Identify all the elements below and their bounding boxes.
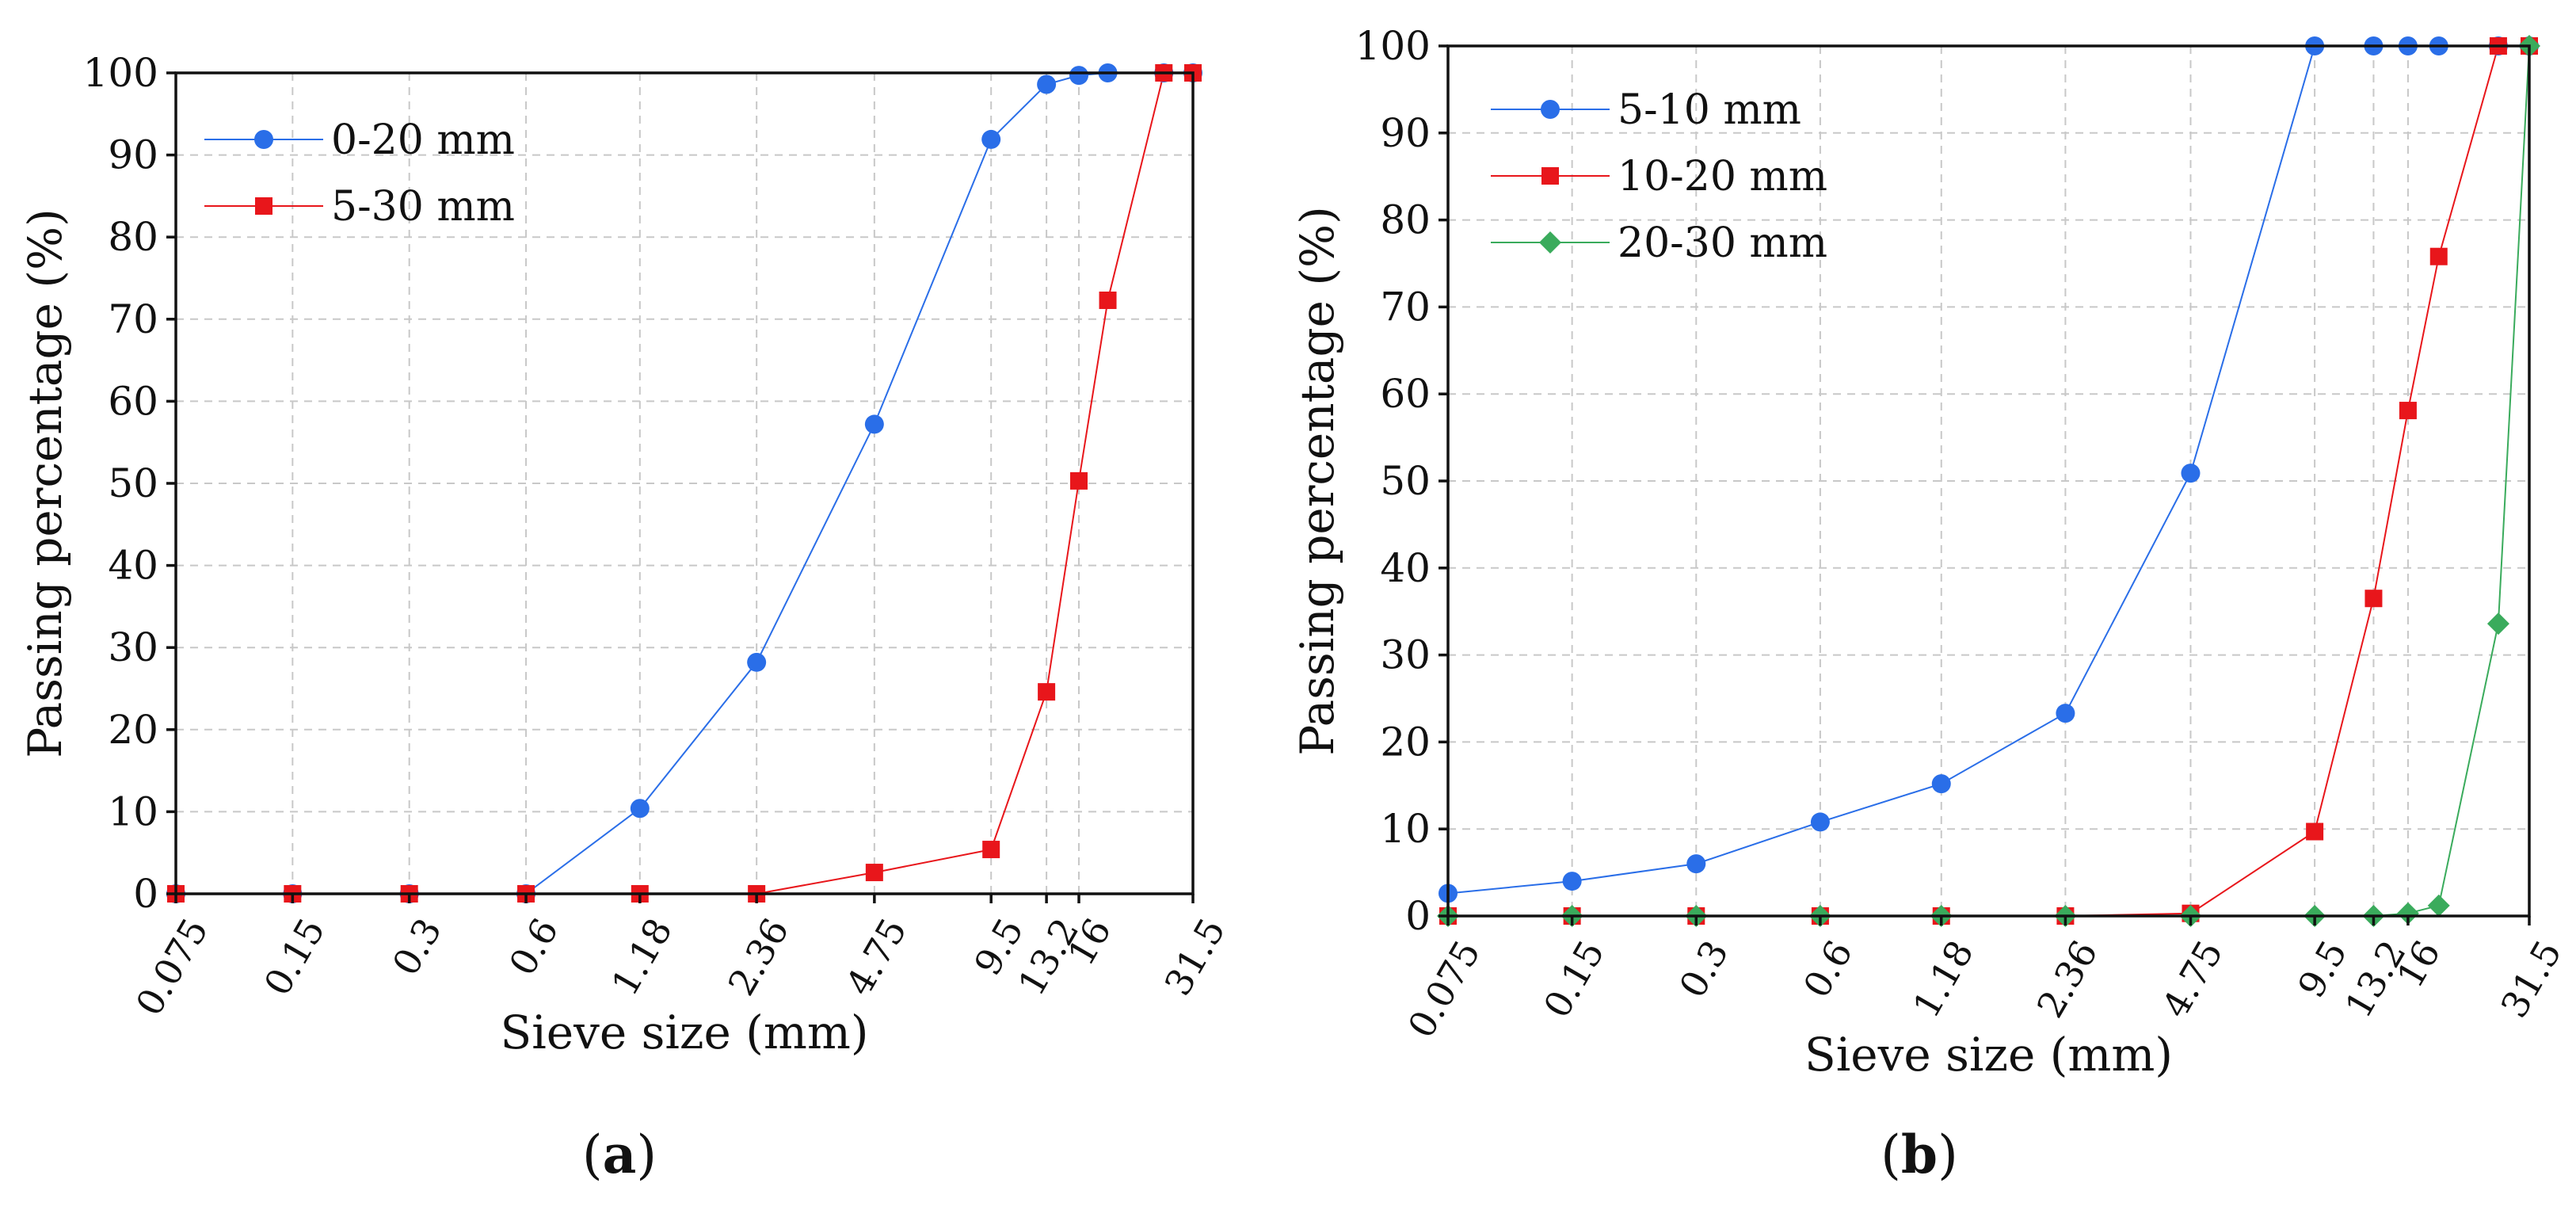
y-tick-label: 30 <box>1380 632 1431 678</box>
x-tick-label: 0.075 <box>1400 933 1489 1045</box>
data-point <box>1037 74 1057 94</box>
y-tick-label: 100 <box>83 50 158 96</box>
data-point <box>2486 613 2509 635</box>
x-tick-label: 0.075 <box>128 911 217 1023</box>
data-point <box>1099 291 1117 309</box>
x-tick-label: 0.15 <box>1535 933 1613 1025</box>
y-tick-label: 90 <box>1380 110 1431 156</box>
x-axis-title: Sieve size (mm) <box>500 1006 868 1059</box>
y-tick-label: 40 <box>1380 545 1431 591</box>
y-tick-label: 80 <box>108 214 158 260</box>
data-point <box>2056 704 2075 723</box>
legend-item: 5-10 mm <box>1491 86 1801 134</box>
legend-label: 5-10 mm <box>1618 86 1801 134</box>
x-tick-label: 0.6 <box>501 911 566 983</box>
legend-item: 10-20 mm <box>1491 153 1827 200</box>
x-tick-label: 2.36 <box>2029 933 2106 1025</box>
legend-item: 0-20 mm <box>204 116 515 164</box>
legend-item: 20-30 mm <box>1491 219 1827 267</box>
x-tick-label: 1.18 <box>1904 933 1982 1025</box>
legend-label: 0-20 mm <box>331 116 515 164</box>
legend-label: 10-20 mm <box>1618 153 1827 200</box>
data-point <box>1810 812 1830 832</box>
legend-marker <box>1541 167 1559 185</box>
x-tick-label: 31.5 <box>1156 911 1233 1003</box>
y-tick-label: 60 <box>1380 371 1431 417</box>
data-point <box>2427 894 2450 917</box>
x-tick-label: 31.5 <box>2492 933 2570 1025</box>
data-point <box>2306 822 2324 841</box>
y-tick-label: 40 <box>108 543 158 589</box>
series-line-1 <box>1447 45 2529 895</box>
data-point <box>1686 854 1706 874</box>
x-tick-label: 2.36 <box>719 911 797 1003</box>
x-tick-label: 0.3 <box>1671 933 1736 1005</box>
legend-marker <box>254 130 273 149</box>
y-tick-label: 70 <box>1380 284 1431 330</box>
series-line-2 <box>176 72 1193 895</box>
data-point <box>2181 464 2201 483</box>
data-point <box>865 864 883 882</box>
y-tick-label: 80 <box>1380 197 1431 243</box>
x-tick-label: 1.18 <box>603 911 680 1003</box>
panel-label: (b) <box>1881 1124 1958 1185</box>
y-tick-label: 0 <box>1405 893 1431 939</box>
data-point <box>982 841 1000 859</box>
y-tick-label: 20 <box>1380 719 1431 765</box>
x-tick-label: 4.75 <box>2154 933 2231 1025</box>
y-tick-label: 50 <box>108 460 158 506</box>
x-tick-label: 4.75 <box>837 911 915 1003</box>
y-tick-label: 20 <box>108 707 158 753</box>
legend-item: 5-30 mm <box>204 183 515 231</box>
data-point <box>630 799 650 819</box>
data-point <box>864 414 884 434</box>
x-tick-label: 0.3 <box>384 911 450 983</box>
data-point <box>1931 774 1951 794</box>
x-tick-label: 16 <box>2388 933 2448 995</box>
data-point <box>1070 471 1088 490</box>
y-tick-label: 100 <box>1355 23 1431 69</box>
x-tick-label: 0.15 <box>256 911 333 1003</box>
legend-label: 5-30 mm <box>331 183 515 231</box>
plot-frame <box>174 71 1195 895</box>
panel-a: 0 10 20 30 40 50 60 70 80 90 100 0.075 0.15 0.3 0.6 1.1… <box>18 50 1233 1185</box>
data-point <box>747 652 767 672</box>
series-line-1 <box>176 72 1193 895</box>
legend-marker <box>1541 100 1560 119</box>
y-tick-label: 50 <box>1380 458 1431 504</box>
panel-label: (a) <box>582 1124 657 1185</box>
y-tick-label: 30 <box>108 624 158 670</box>
data-point <box>2396 902 2419 925</box>
y-tick-label: 70 <box>108 296 158 342</box>
data-point <box>2365 590 2383 608</box>
data-point <box>1562 872 1582 891</box>
legend-marker <box>255 197 272 215</box>
x-axis-title: Sieve size (mm) <box>1804 1028 2173 1082</box>
data-point <box>2429 247 2448 265</box>
data-point <box>1069 66 1089 86</box>
y-tick-label: 60 <box>108 378 158 424</box>
data-point <box>1038 683 1056 701</box>
y-tick-label: 0 <box>133 871 158 917</box>
y-tick-label: 10 <box>1380 806 1431 852</box>
legend-marker <box>1539 231 1561 254</box>
y-tick-label: 90 <box>108 132 158 178</box>
data-point <box>981 129 1001 149</box>
y-tick-label: 10 <box>108 788 158 834</box>
panel-b: 0 10 20 30 40 50 60 70 80 90 100 0.075 0.15 0.3 0.6 1.1… <box>1290 23 2570 1185</box>
y-axis-title: Passing percentage (%) <box>18 208 72 758</box>
x-tick-label: 0.6 <box>1795 933 1861 1005</box>
legend-label: 20-30 mm <box>1618 219 1827 267</box>
data-point <box>2399 402 2417 420</box>
y-axis-title: Passing percentage (%) <box>1290 206 1344 755</box>
